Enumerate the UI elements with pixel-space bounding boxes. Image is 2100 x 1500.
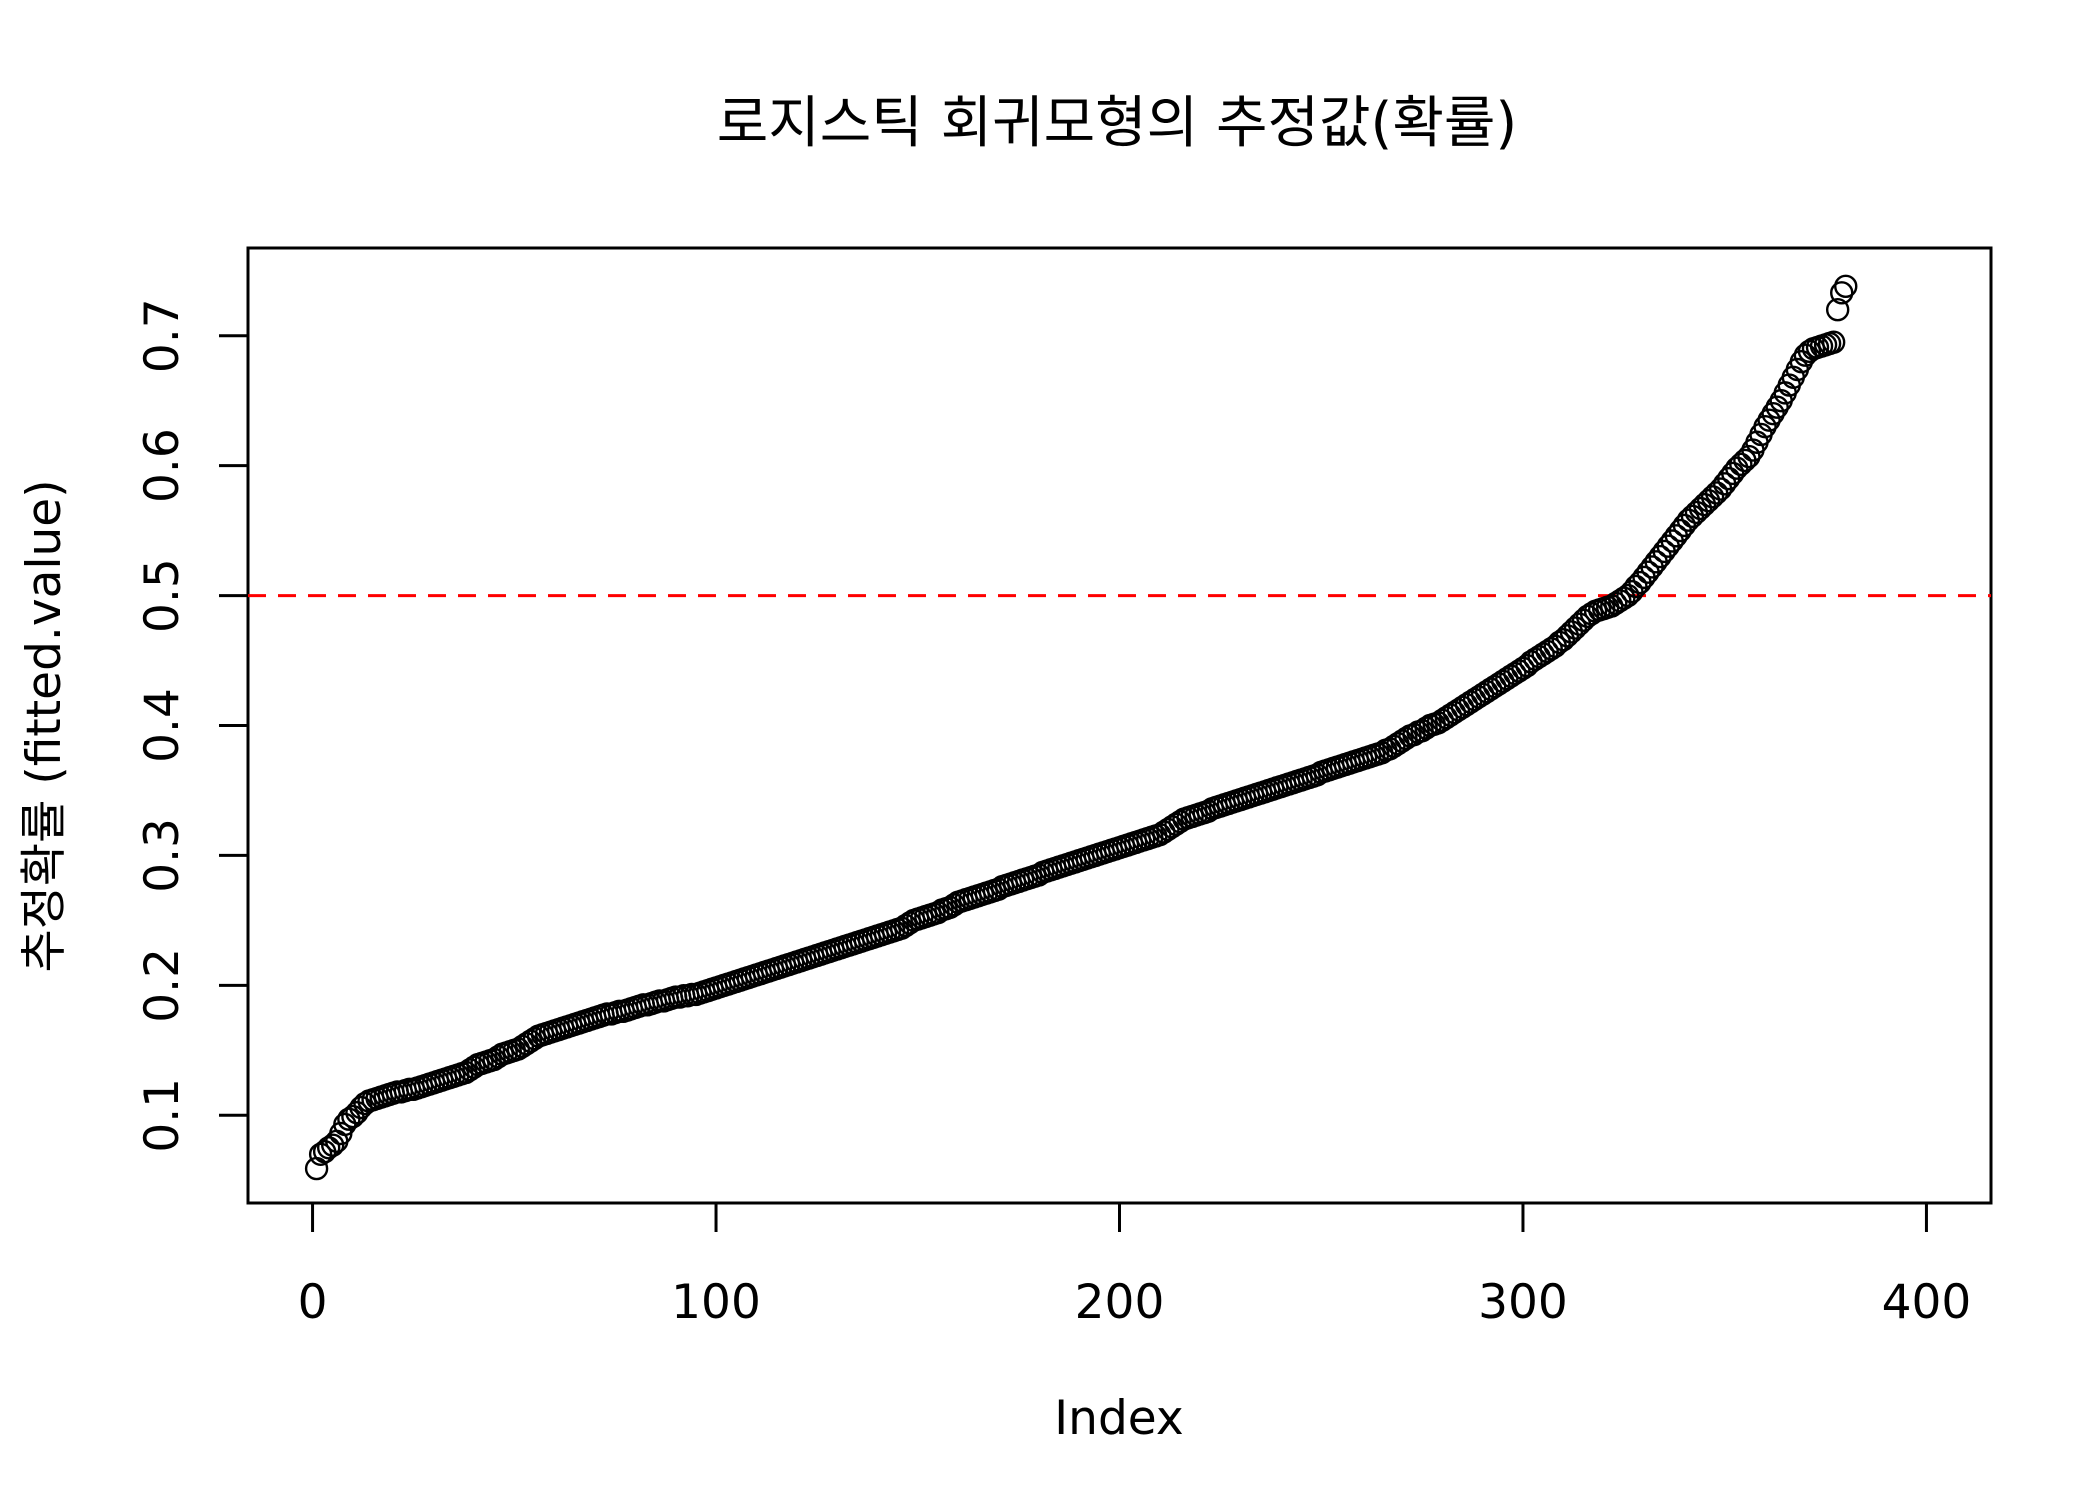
data-point bbox=[1676, 508, 1701, 532]
data-point bbox=[1511, 656, 1535, 681]
y-tick-label: 0.6 bbox=[135, 428, 190, 503]
x-tick-label: 400 bbox=[1882, 1275, 1972, 1330]
data-point bbox=[1700, 485, 1725, 509]
data-point bbox=[1696, 489, 1721, 513]
data-point bbox=[1830, 281, 1854, 305]
x-axis: 0 100 200 300 400 bbox=[298, 1201, 1972, 1330]
x-axis-label: Index bbox=[1054, 1391, 1183, 1446]
data-point bbox=[1821, 330, 1846, 354]
data-point bbox=[333, 1112, 357, 1137]
data-point bbox=[337, 1107, 361, 1131]
data-point bbox=[1765, 395, 1789, 419]
chart-title: 로지스틱 회귀모형의 추정값(확률) bbox=[717, 91, 1518, 156]
data-point bbox=[1555, 624, 1580, 648]
data-points bbox=[304, 274, 1858, 1181]
data-point bbox=[1539, 637, 1563, 661]
y-axis-label: 추정확률 (fitted.value) bbox=[17, 479, 72, 972]
data-point bbox=[1551, 628, 1576, 652]
x-tick-label: 0 bbox=[298, 1275, 328, 1330]
x-tick-label: 300 bbox=[1478, 1275, 1568, 1330]
y-tick-label: 0.7 bbox=[135, 298, 190, 373]
data-point bbox=[1761, 401, 1785, 426]
data-point bbox=[1684, 500, 1709, 525]
data-point bbox=[1692, 492, 1717, 517]
data-point bbox=[321, 1133, 345, 1157]
data-point bbox=[1834, 274, 1858, 299]
data-point bbox=[1688, 496, 1713, 521]
data-point bbox=[316, 1136, 341, 1160]
data-point bbox=[1757, 408, 1781, 432]
data-point bbox=[1515, 654, 1539, 678]
y-tick-label: 0.5 bbox=[135, 558, 190, 633]
x-tick-label: 100 bbox=[671, 1275, 761, 1330]
y-axis: 0.1 0.2 0.3 0.4 0.5 0.6 0.7 bbox=[135, 298, 250, 1153]
y-tick-label: 0.3 bbox=[135, 818, 190, 893]
data-point bbox=[1680, 504, 1705, 529]
data-point bbox=[1571, 608, 1596, 632]
data-point bbox=[1825, 298, 1850, 322]
data-point bbox=[1725, 456, 1749, 480]
data-point bbox=[1563, 616, 1588, 640]
y-tick-label: 0.2 bbox=[135, 948, 190, 1023]
data-point bbox=[1729, 452, 1753, 477]
data-point bbox=[1624, 574, 1648, 599]
data-point bbox=[1559, 620, 1584, 644]
data-point bbox=[1612, 586, 1636, 610]
data-point bbox=[308, 1142, 333, 1166]
x-tick-label: 200 bbox=[1075, 1275, 1165, 1330]
y-tick-label: 0.4 bbox=[135, 688, 190, 763]
data-point bbox=[1753, 414, 1777, 439]
y-tick-label: 0.1 bbox=[135, 1078, 190, 1153]
data-point bbox=[1737, 444, 1761, 469]
